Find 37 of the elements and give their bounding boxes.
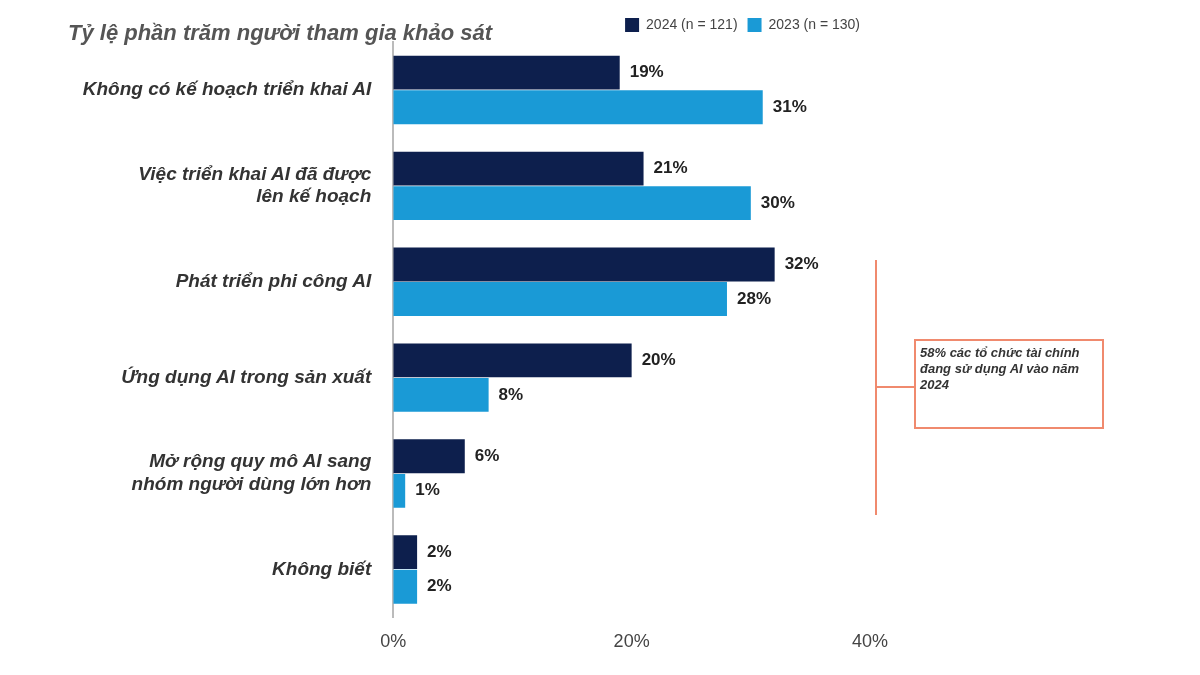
- data-label: 30%: [760, 192, 795, 212]
- bar: [393, 343, 632, 378]
- data-label: 8%: [498, 384, 524, 404]
- data-label: 2%: [427, 541, 452, 561]
- data-label: 28%: [736, 288, 772, 308]
- bar: [393, 282, 727, 316]
- x-tick-label: 0%: [380, 631, 407, 652]
- bar: [393, 473, 406, 508]
- x-tick-label: 20%: [613, 631, 650, 652]
- chart-title: Tỷ lệ phần trăm người tham gia khảo sát: [68, 20, 493, 46]
- data-label: 32%: [784, 254, 819, 274]
- data-label: 1%: [415, 480, 440, 500]
- bar: [393, 90, 763, 125]
- data-label: 21%: [653, 158, 688, 178]
- legend-label: 2023 (n = 130): [768, 15, 861, 32]
- y-tick-label: Không có kế hoạch triển khai AI: [82, 78, 372, 100]
- bar: [393, 55, 620, 90]
- bar: [393, 186, 751, 221]
- data-label: 6%: [474, 445, 500, 465]
- y-tick-label: Mở rộng quy mô AI sang nhóm người dùng lớn hơn: [131, 450, 372, 495]
- bar: [393, 535, 418, 570]
- y-tick-label: Phát triển phi công AI: [175, 269, 372, 291]
- data-label: 20%: [641, 350, 676, 370]
- data-label: 19%: [629, 62, 664, 82]
- x-tick-label: 40%: [851, 631, 889, 652]
- bar: [393, 439, 465, 474]
- bar: [393, 569, 418, 604]
- bar: [393, 151, 644, 186]
- bar: [393, 378, 489, 412]
- y-tick-label: Ứng dụng AI trong sản xuất: [121, 365, 372, 387]
- data-label: 31%: [772, 96, 807, 116]
- text: 58% các tổ chức tài chính đang sử dụng AI vào năm 2024: [914, 339, 1104, 429]
- y-tick-label: Việc triển khai AI đã được lên kế hoạch: [138, 162, 372, 207]
- bar: [393, 247, 775, 282]
- data-label: 2%: [427, 576, 452, 596]
- y-tick-label: Không biết: [272, 557, 372, 579]
- legend-label: 2024 (n = 121): [646, 15, 738, 32]
